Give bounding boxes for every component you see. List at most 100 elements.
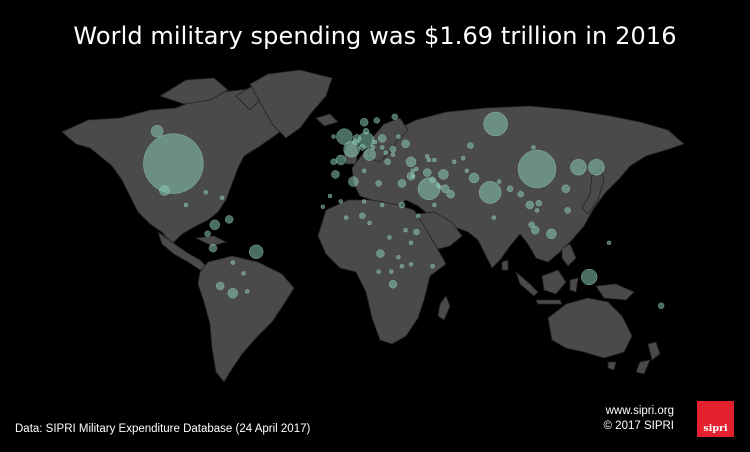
land-south-america [197, 255, 295, 383]
spending-bubble-mali [338, 199, 344, 204]
spending-bubble-saudi-arabia [417, 177, 441, 201]
spending-bubble-ukraine [401, 139, 410, 149]
source-note: Data: SIPRI Military Expenditure Databas… [15, 423, 311, 435]
spending-bubble-bahrain [435, 182, 441, 188]
spending-bubble-namibia [376, 269, 381, 274]
spending-bubble-iraq [422, 168, 432, 177]
spending-bubble-mexico [159, 185, 170, 196]
spending-bubble-oman [446, 189, 455, 199]
spending-bubble-poland [377, 134, 387, 143]
land-sumatra [515, 270, 539, 297]
spending-bubble-bolivia [230, 260, 236, 265]
spending-bubble-mauritania [327, 193, 333, 199]
spending-bubble-sudan [398, 201, 406, 209]
spending-bubble-azerbaijan [432, 157, 437, 163]
land-iceland [315, 113, 339, 127]
land-philippines [561, 243, 577, 267]
spending-bubble-brazil [248, 244, 264, 260]
spending-bubble-serbia [383, 150, 389, 156]
spending-bubble-nepal [496, 179, 502, 184]
spending-bubble-greece [384, 158, 391, 166]
spending-bubble-niger [361, 199, 367, 204]
spending-bubble-china [517, 149, 557, 189]
spending-bubble-chad [379, 202, 385, 208]
spending-bubble-czech-republic [372, 139, 378, 145]
spending-bubble-ghana [343, 215, 349, 220]
spending-bubble-mongolia [531, 145, 536, 150]
spending-bubble-canada [150, 124, 164, 138]
spending-bubble-guatemala [183, 202, 189, 208]
spending-bubble-ireland [331, 134, 336, 139]
page-title: World military spending was $1.69 trilli… [73, 22, 677, 50]
spending-bubble-ethiopia [415, 213, 421, 219]
spending-bubble-nigeria [359, 212, 366, 220]
spending-bubble-united-kingdom [336, 128, 353, 145]
spending-bubble-spain [335, 154, 347, 166]
spending-bubble-belarus [396, 134, 401, 139]
spending-bubble-madagascar [430, 263, 435, 269]
spending-bubble-uzbekistan [460, 155, 466, 161]
land-java [535, 299, 563, 305]
spending-bubble-uae [440, 184, 450, 194]
spending-bubble-libya [375, 180, 382, 187]
spending-bubble-india [478, 181, 502, 204]
spending-bubble-georgia [424, 154, 430, 159]
spending-bubble-pakistan [468, 172, 480, 184]
land-new-guinea [595, 283, 635, 301]
spending-bubble-australia [580, 268, 598, 286]
sipri-logo-text: sipri [703, 423, 728, 434]
spending-bubble-paraguay [241, 271, 246, 276]
spending-bubble-morocco [331, 170, 340, 179]
spending-bubble-cambodia [534, 208, 540, 213]
spending-bubble-tanzania [408, 240, 414, 246]
spending-bubble-russia [483, 111, 508, 137]
spending-bubble-botswana [388, 269, 394, 274]
spending-bubble-afghanistan [464, 168, 470, 174]
spending-bubble-uganda [403, 227, 408, 233]
spending-bubble-chile [215, 281, 225, 291]
spending-bubble-turkmenistan [451, 159, 457, 165]
spending-bubble-vietnam [535, 199, 543, 207]
spending-bubble-peru [208, 243, 218, 253]
spending-bubble-sweden [373, 117, 381, 124]
spending-bubble-turkey [405, 156, 417, 168]
spending-bubble-jordan [410, 173, 416, 179]
spending-bubble-dominican-republic [219, 195, 225, 201]
spending-bubble-senegal [320, 204, 326, 210]
spending-bubble-papua-new-guinea [606, 240, 612, 246]
land-greenland [249, 69, 333, 139]
land-masses [61, 69, 685, 383]
spending-bubble-indonesia [546, 228, 557, 240]
spending-bubble-hungary [379, 145, 385, 150]
land-arctic-islands [159, 77, 229, 105]
spending-bubble-zimbabwe [399, 263, 405, 269]
spending-bubble-romania [389, 145, 397, 153]
spending-bubble-thailand [525, 200, 535, 210]
spending-bubble-south-africa [388, 279, 398, 289]
spending-bubble-sri-lanka [491, 215, 497, 220]
spending-bubble-syria [414, 166, 419, 172]
spending-bubble-denmark [362, 127, 370, 135]
sipri-logo[interactable]: sipri [697, 401, 734, 437]
spending-bubble-belgium [351, 138, 359, 146]
spending-bubble-colombia [209, 219, 221, 231]
spending-bubble-switzerland [359, 144, 366, 151]
website-url[interactable]: www.sipri.org [605, 405, 674, 417]
spending-bubble-taiwan [561, 184, 571, 194]
spending-bubble-austria [370, 145, 376, 150]
spending-bubble-norway [359, 117, 369, 127]
spending-bubble-zambia [396, 254, 401, 260]
spending-bubble-angola [376, 249, 385, 258]
spending-bubble-new-zealand [657, 302, 665, 310]
credits: www.sipri.org © 2017 SIPRI [604, 404, 674, 434]
land-borneo [541, 269, 567, 295]
spending-bubble-malaysia [528, 221, 535, 229]
spending-bubble-finland [391, 113, 399, 121]
spending-bubble-argentina [227, 287, 239, 299]
spending-bubble-cameroon [367, 220, 372, 226]
spending-bubble-philippines [564, 207, 571, 214]
spending-bubble-dr-congo [387, 235, 392, 240]
land-tasmania [607, 361, 617, 371]
copyright-note: © 2017 SIPRI [603, 420, 674, 432]
